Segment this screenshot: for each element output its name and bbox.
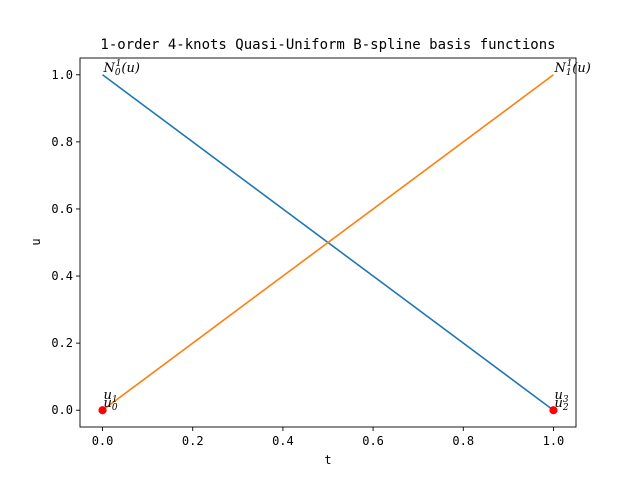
y-tick-label-3: 0.6 [51,202,73,216]
annotation-5: u3 [554,388,568,405]
axes-frame [79,57,577,428]
y-tick-label-4: 0.8 [51,135,73,149]
annotation-4: u2 [554,396,568,413]
series-line-1 [102,74,554,411]
x-tick-label-0: 0.0 [92,434,114,448]
annotation-1: N11(u) [553,59,590,78]
chart-title: 1-order 4-knots Quasi-Uniform B-spline b… [100,37,555,53]
annotation-0: N01(u) [103,59,140,78]
knot-marker-3 [549,406,558,415]
y-axis-label: u [29,238,43,245]
x-tick-label-3: 0.6 [362,434,384,448]
y-tick-label-0: 0.0 [51,403,73,417]
y-tick-label-2: 0.4 [51,269,73,283]
x-axis-label: t [324,453,331,467]
annotation-3: u1 [104,388,118,405]
x-tick-label-2: 0.4 [272,434,294,448]
plot-area: 0.0 0.2 0.4 0.6 0.8 1.0 0.0 0.2 0.4 0.6 0.8 1.0 N01(… [51,57,591,448]
knot-marker-1 [98,406,107,415]
annotation-2: u0 [104,396,118,413]
x-tick-label-4: 0.8 [452,434,474,448]
y-tick-label-1: 0.2 [51,336,73,350]
x-tick-label-5: 1.0 [543,434,565,448]
y-tick-label-5: 1.0 [51,68,73,82]
x-tick-label-1: 0.2 [182,434,204,448]
